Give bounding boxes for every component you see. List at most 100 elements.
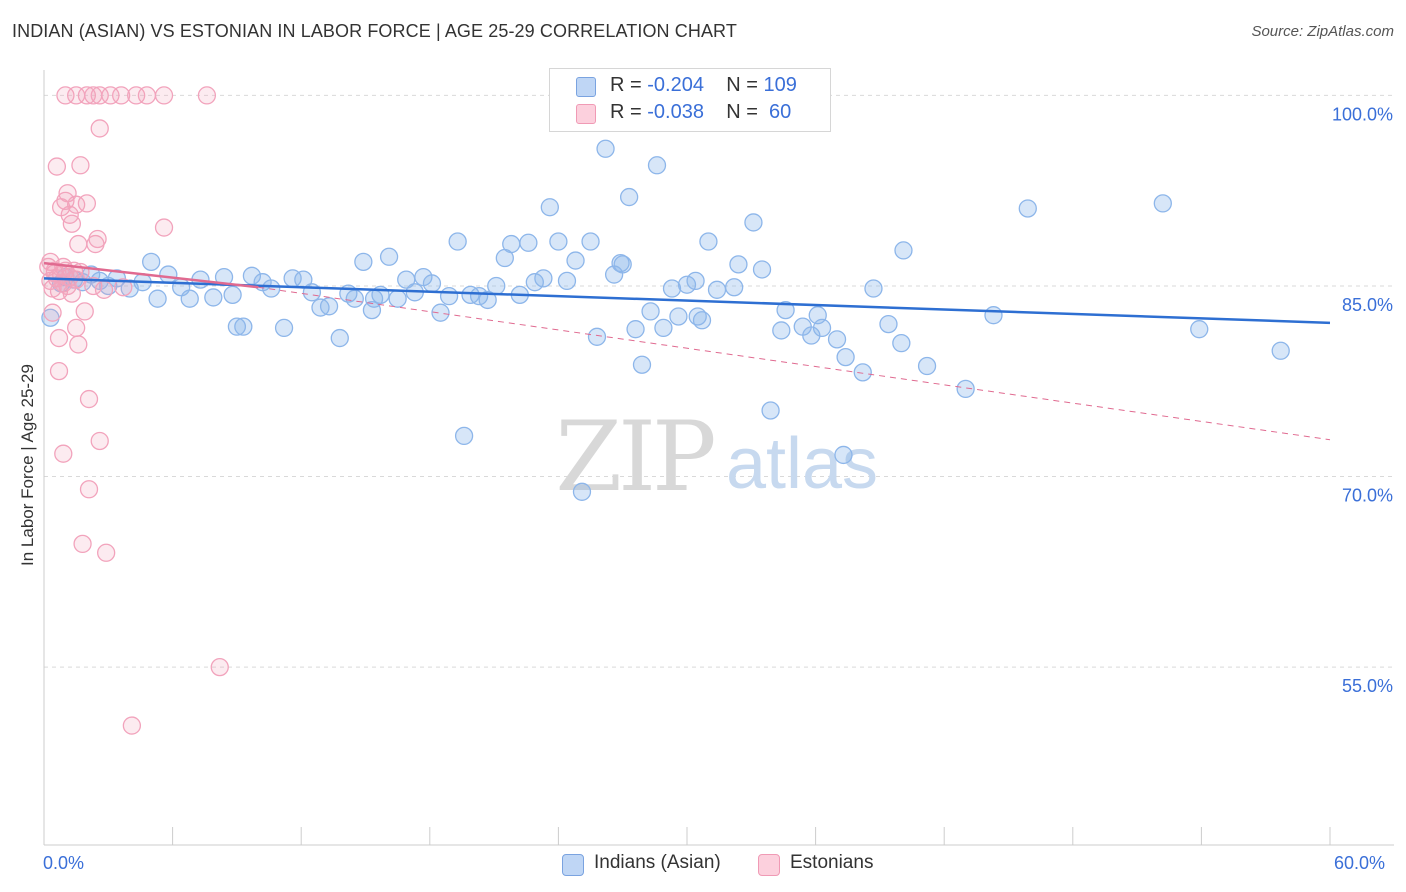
n-value: 109 bbox=[763, 74, 797, 96]
chart-title: INDIAN (ASIAN) VS ESTONIAN IN LABOR FORC… bbox=[12, 21, 737, 41]
indians-point bbox=[319, 297, 339, 316]
trend-lines bbox=[43, 261, 1331, 441]
estonians-point bbox=[77, 194, 97, 213]
legend-row-indians: R = -0.204 N = 109 bbox=[576, 74, 797, 98]
indians-trend-line bbox=[43, 277, 1331, 325]
indians-point bbox=[596, 139, 615, 158]
indians-point bbox=[836, 347, 855, 367]
indians-point bbox=[772, 321, 791, 340]
estonians-point bbox=[137, 86, 157, 105]
indians-point bbox=[619, 187, 639, 207]
r-value: -0.204 bbox=[647, 74, 704, 96]
estonians-point bbox=[67, 318, 86, 338]
indians-point bbox=[776, 300, 795, 320]
gridlines bbox=[44, 94, 1394, 668]
indians-point bbox=[379, 247, 399, 266]
estonians-point bbox=[90, 86, 109, 105]
indians-point bbox=[917, 356, 937, 376]
indians-point bbox=[227, 317, 247, 336]
estonians-point bbox=[210, 657, 229, 677]
indians-point bbox=[362, 300, 382, 320]
indians-point bbox=[557, 271, 577, 291]
indians-point bbox=[654, 318, 673, 338]
estonians-point bbox=[77, 86, 97, 105]
indians-point bbox=[180, 289, 199, 308]
indians-point bbox=[354, 252, 373, 271]
estonians-point bbox=[43, 303, 62, 322]
estonians-point bbox=[47, 157, 67, 176]
estonians-point bbox=[69, 234, 88, 254]
indians-point bbox=[688, 307, 707, 326]
estonians-point bbox=[79, 480, 99, 499]
indians-point bbox=[142, 252, 161, 271]
axes bbox=[43, 70, 1394, 846]
indians-point bbox=[223, 285, 242, 305]
estonians-point bbox=[122, 716, 142, 735]
indians-point bbox=[572, 482, 592, 501]
estonians-swatch bbox=[576, 104, 596, 124]
estonians-legend-label: Estonians bbox=[790, 852, 874, 873]
indians-point bbox=[1018, 199, 1037, 218]
estonians-point bbox=[154, 86, 174, 105]
n-label: N = bbox=[726, 74, 764, 96]
indians-point bbox=[388, 289, 407, 308]
estonians-point bbox=[112, 86, 131, 105]
indians-point bbox=[330, 328, 349, 348]
y-tick-label: 70.0% bbox=[1342, 486, 1393, 506]
n-value: 60 bbox=[763, 101, 792, 123]
estonians-point bbox=[90, 431, 109, 451]
indians-point bbox=[956, 379, 975, 399]
estonians-point bbox=[127, 86, 146, 105]
estonians-point bbox=[197, 86, 217, 105]
estonians-point bbox=[114, 278, 133, 297]
indians-legend-swatch bbox=[562, 854, 584, 876]
indians-point bbox=[892, 334, 911, 353]
n-label: N = bbox=[726, 101, 764, 123]
estonians-point bbox=[101, 86, 120, 105]
indians-point bbox=[262, 279, 281, 298]
indians-point bbox=[534, 269, 553, 288]
indians-point bbox=[864, 279, 883, 298]
estonians-point bbox=[54, 444, 73, 463]
indians-point bbox=[626, 320, 645, 339]
source-label: Source: ZipAtlas.com bbox=[1251, 23, 1394, 40]
indians-point bbox=[641, 302, 660, 321]
y-tick-label: 100.0% bbox=[1332, 104, 1393, 124]
y-tick-label: 55.0% bbox=[1342, 676, 1393, 696]
indians-point bbox=[812, 318, 832, 338]
estonians-point bbox=[41, 252, 60, 271]
r-label: R = bbox=[610, 101, 648, 123]
legend-row-estonians: R = -0.038 N = 60 bbox=[576, 101, 791, 125]
indians-point bbox=[159, 265, 178, 284]
indians-point bbox=[699, 232, 718, 251]
estonians-point bbox=[71, 156, 90, 175]
indians-point bbox=[647, 156, 667, 175]
estonians-point bbox=[75, 302, 94, 321]
indians-point bbox=[686, 271, 705, 291]
indians-point bbox=[502, 234, 521, 254]
indians-point bbox=[707, 280, 727, 299]
indians-point bbox=[487, 276, 506, 296]
indians-point bbox=[549, 232, 568, 251]
indians-point bbox=[662, 279, 682, 298]
estonians-point bbox=[56, 86, 75, 105]
indians-point bbox=[1271, 341, 1290, 360]
indians-point bbox=[448, 232, 467, 251]
indians-point bbox=[422, 274, 442, 293]
indians-point bbox=[761, 401, 780, 420]
y-axis-label: In Labor Force | Age 25-29 bbox=[18, 364, 37, 566]
indians-point bbox=[478, 290, 497, 310]
indians-point bbox=[454, 426, 474, 446]
estonians-point bbox=[73, 534, 92, 554]
indians-point bbox=[439, 286, 459, 306]
indians-point bbox=[752, 260, 772, 279]
indians-point bbox=[744, 213, 763, 232]
r-value: -0.038 bbox=[647, 101, 704, 123]
indians-point bbox=[234, 317, 253, 336]
estonians-point bbox=[62, 284, 82, 303]
indians-point bbox=[894, 241, 913, 260]
x-tick-max: 60.0% bbox=[1334, 853, 1386, 873]
estonians-point bbox=[88, 229, 107, 249]
estonians-trend-line bbox=[43, 261, 259, 289]
